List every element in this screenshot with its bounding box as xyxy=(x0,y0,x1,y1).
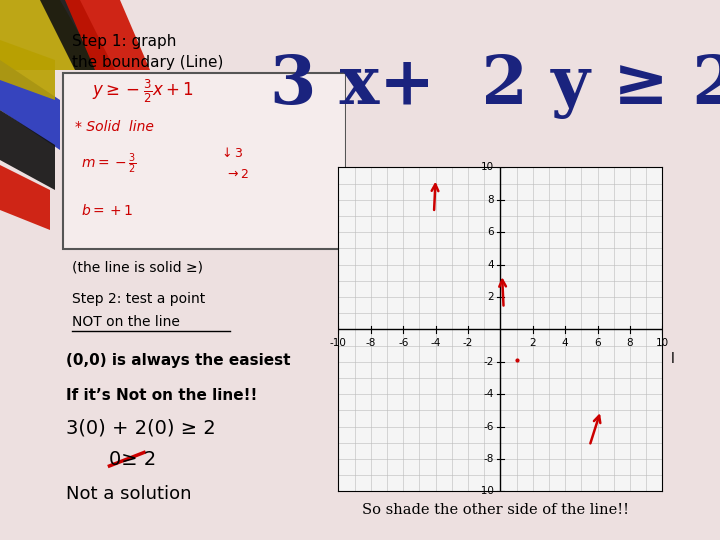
Text: 6: 6 xyxy=(487,227,494,237)
Text: So shade the other side of the line!!: So shade the other side of the line!! xyxy=(362,503,629,517)
Text: If it’s Not on the line!!: If it’s Not on the line!! xyxy=(66,388,258,403)
Text: 2: 2 xyxy=(529,338,536,348)
Polygon shape xyxy=(40,0,115,70)
Text: -8: -8 xyxy=(366,338,376,348)
Text: -4: -4 xyxy=(484,389,494,399)
Text: -6: -6 xyxy=(484,422,494,431)
Text: Not a solution: Not a solution xyxy=(66,485,192,503)
Text: * Solid  line: * Solid line xyxy=(75,120,154,134)
Text: NOT on the line: NOT on the line xyxy=(72,315,180,329)
Text: -6: -6 xyxy=(398,338,408,348)
Text: 6: 6 xyxy=(594,338,601,348)
Text: $b = +1$: $b = +1$ xyxy=(81,203,133,218)
Text: -2: -2 xyxy=(484,357,494,367)
Text: $m = -\frac{3}{2}$: $m = -\frac{3}{2}$ xyxy=(81,152,136,176)
Text: $\rightarrow 2$: $\rightarrow 2$ xyxy=(225,167,248,180)
Polygon shape xyxy=(65,0,150,70)
Text: (the line is solid ≥): (the line is solid ≥) xyxy=(72,260,203,274)
Text: -8: -8 xyxy=(484,454,494,464)
Polygon shape xyxy=(0,110,55,190)
Text: -4: -4 xyxy=(431,338,441,348)
Polygon shape xyxy=(0,0,100,70)
Polygon shape xyxy=(0,165,50,230)
Text: -10: -10 xyxy=(477,487,494,496)
Text: 10: 10 xyxy=(481,163,494,172)
Text: Step 2: test a point: Step 2: test a point xyxy=(72,292,205,306)
Text: 10: 10 xyxy=(656,338,669,348)
Polygon shape xyxy=(0,60,60,150)
Text: Step 1: graph: Step 1: graph xyxy=(72,34,176,49)
Text: 2: 2 xyxy=(487,292,494,302)
Text: 8: 8 xyxy=(626,338,634,348)
Text: 8: 8 xyxy=(487,195,494,205)
Text: l: l xyxy=(670,352,675,366)
Text: 3(0) + 2(0) ≥ 2: 3(0) + 2(0) ≥ 2 xyxy=(66,418,216,437)
Text: (0,0) is always the easiest: (0,0) is always the easiest xyxy=(66,353,291,368)
Text: -2: -2 xyxy=(463,338,473,348)
Bar xyxy=(63,73,346,249)
Text: -10: -10 xyxy=(330,338,347,348)
Text: 4: 4 xyxy=(487,260,494,269)
Polygon shape xyxy=(0,40,55,100)
Text: $\downarrow 3$: $\downarrow 3$ xyxy=(219,146,243,160)
Text: 4: 4 xyxy=(562,338,569,348)
Text: 0≥ 2: 0≥ 2 xyxy=(109,450,157,469)
Text: $y \geq -\frac{3}{2}x + 1$: $y \geq -\frac{3}{2}x + 1$ xyxy=(92,77,194,105)
Text: the boundary (Line): the boundary (Line) xyxy=(72,55,223,70)
Text: 3 x+  2 y ≥ 2: 3 x+ 2 y ≥ 2 xyxy=(270,54,720,119)
